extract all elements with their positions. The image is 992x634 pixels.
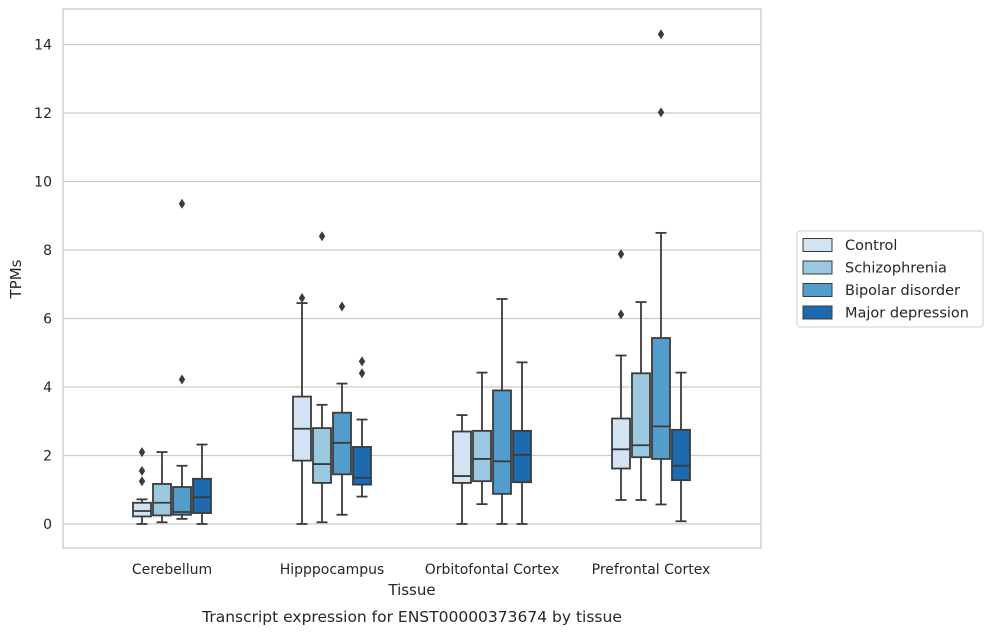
outlier-point (138, 476, 146, 487)
outlier-point (358, 368, 366, 379)
y-tick-label-6: 6 (43, 312, 52, 328)
legend: Control Schizophrenia Bipolar disorder Majo… (796, 230, 984, 328)
outlier-point (318, 231, 326, 242)
box-major-depression-2 (512, 361, 532, 525)
box-control-1 (292, 292, 312, 525)
outlier-point (138, 447, 146, 458)
y-tick-label-14: 14 (34, 38, 52, 54)
box-body (312, 427, 332, 484)
legend-swatch-1 (802, 260, 833, 275)
box-bipolar-disorder-3 (651, 29, 671, 506)
box-body (352, 446, 372, 486)
outlier-point (298, 292, 306, 303)
boxes (132, 29, 691, 525)
legend-frame (796, 230, 984, 328)
x-tick-label-2: Orbitofontal Cortex (425, 562, 560, 578)
legend-swatch-2 (802, 283, 833, 297)
outlier-point (657, 29, 665, 40)
x-tick-label-0: Cerebellum (132, 562, 212, 578)
gridlines (63, 43, 761, 525)
y-tick-labels: 0 2 4 6 8 10 12 14 (34, 38, 52, 534)
box-major-depression-1 (352, 356, 372, 498)
x-axis-label: Tissue (387, 581, 435, 599)
chart-caption: Transcript expression for ENST0000037367… (201, 608, 622, 626)
box-body (152, 483, 172, 517)
box-schizophrenia-3 (631, 301, 651, 501)
legend-label-1: Schizophrenia (845, 261, 947, 277)
box-bipolar-disorder-1 (332, 301, 352, 516)
box-major-depression-3 (671, 371, 691, 523)
box-major-depression-0 (192, 443, 212, 525)
outlier-point (338, 301, 346, 312)
box-bipolar-disorder-0 (172, 198, 192, 520)
box-body (631, 372, 651, 459)
legend-swatch-3 (802, 305, 833, 320)
y-tick-label-12: 12 (34, 106, 52, 122)
box-body (611, 417, 631, 470)
outlier-point (358, 356, 366, 367)
y-tick-label-0: 0 (43, 517, 52, 533)
box-body (132, 501, 152, 518)
legend-label-2: Bipolar disorder (845, 283, 960, 299)
box-body (172, 486, 192, 516)
box-body (512, 429, 532, 484)
box-control-2 (452, 414, 472, 525)
x-tick-label-1: Hipppocampus (280, 562, 385, 578)
box-body (192, 477, 212, 514)
box-bipolar-disorder-2 (492, 298, 512, 525)
legend-label-0: Control (845, 238, 897, 254)
box-schizophrenia-0 (152, 451, 172, 524)
box-body (651, 337, 671, 460)
box-body (472, 429, 492, 483)
y-tick-label-10: 10 (34, 175, 52, 191)
x-tick-label-3: Prefrontal Cortex (592, 562, 711, 578)
legend-label-3: Major depression (845, 306, 969, 322)
box-body (452, 430, 472, 484)
x-tick-labels: Cerebellum Hipppocampus Orbitofontal Corte… (132, 562, 710, 578)
box-body (671, 428, 691, 482)
plot-frame (62, 8, 762, 549)
y-tick-label-2: 2 (43, 449, 52, 465)
outlier-point (617, 309, 625, 320)
y-tick-label-8: 8 (43, 243, 52, 259)
box-schizophrenia-2 (472, 371, 492, 506)
outlier-point (657, 107, 665, 118)
outlier-point (178, 374, 186, 385)
y-tick-label-4: 4 (43, 380, 52, 396)
box-schizophrenia-1 (312, 231, 332, 524)
box-body (492, 389, 512, 495)
y-axis-label: TPMs (7, 259, 25, 299)
outlier-point (138, 465, 146, 476)
outlier-point (617, 249, 625, 260)
outlier-point (178, 198, 186, 209)
box-control-0 (132, 447, 152, 525)
legend-swatch-0 (802, 238, 833, 252)
box-control-3 (611, 249, 631, 501)
